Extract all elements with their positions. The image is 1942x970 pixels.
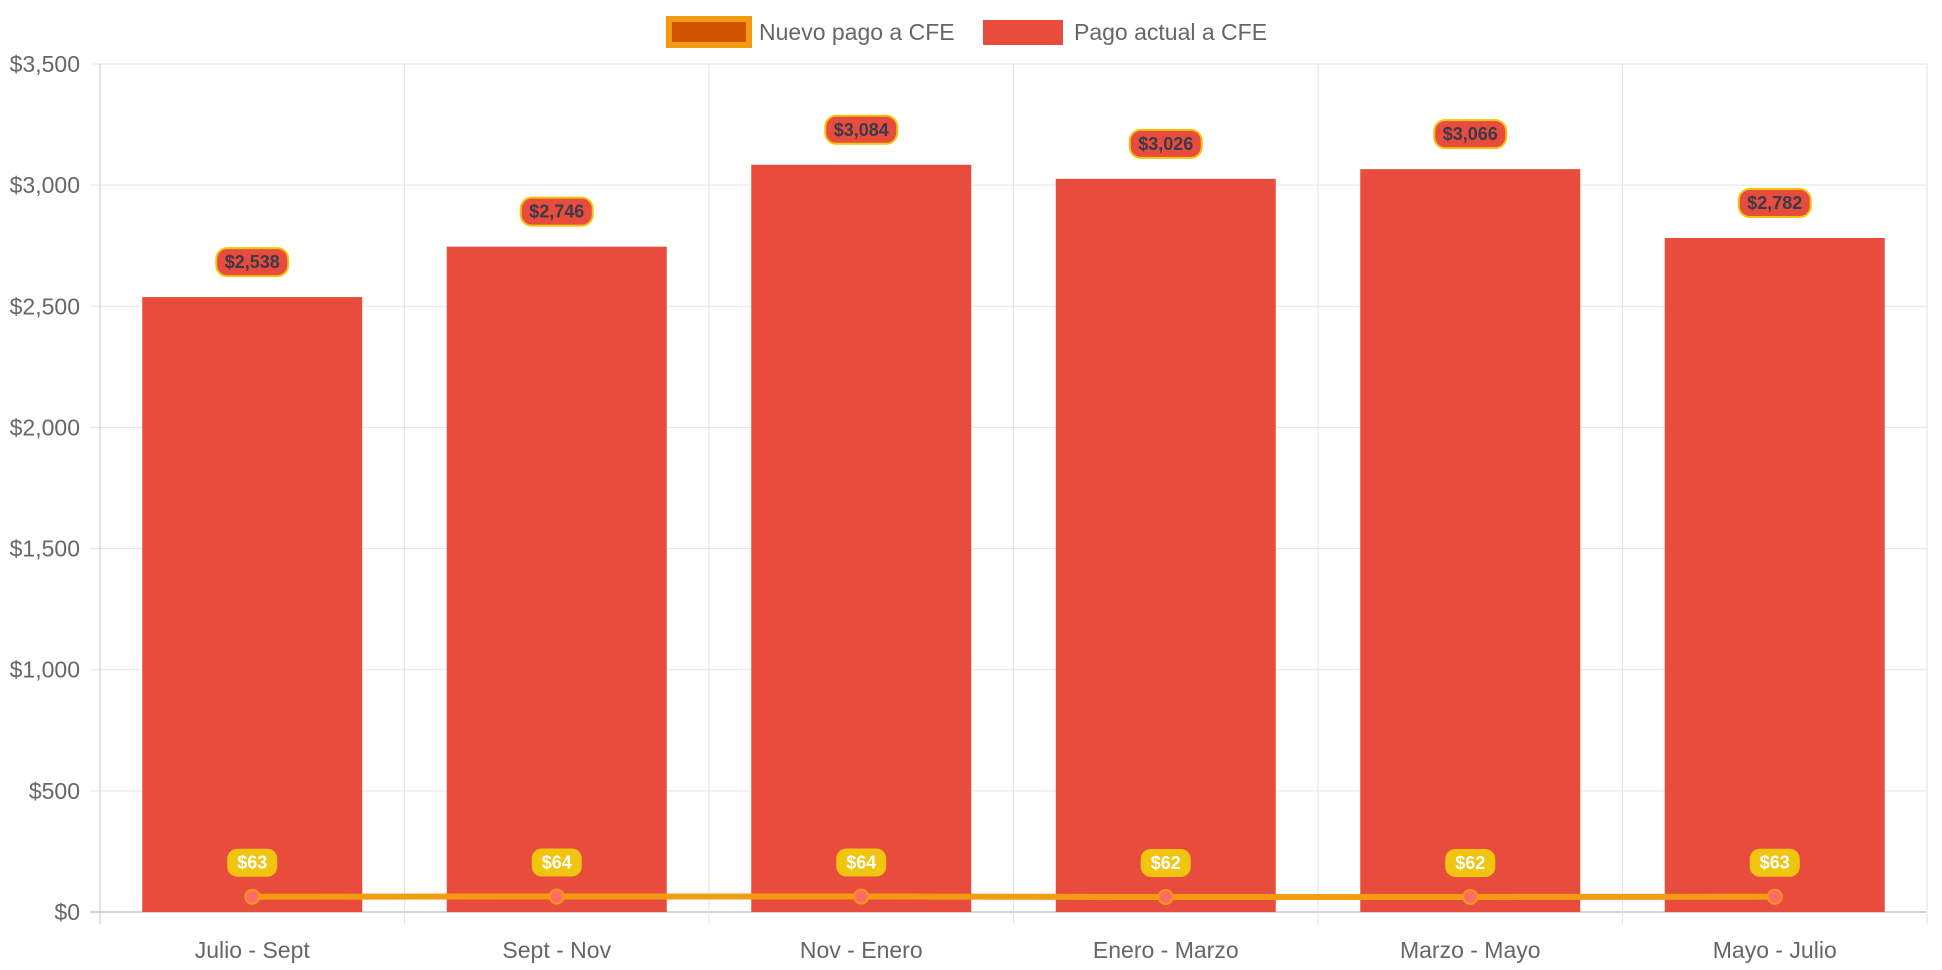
bar-mayo-julio[interactable]	[1664, 237, 1885, 913]
y-tick-label: $1,000	[10, 657, 80, 683]
line-value-badge	[227, 848, 278, 877]
bar-value-badge	[1737, 187, 1812, 218]
data-labels: $2,538 $2,746 $3,084 $3,026 $3,066 $2,782 $63 $…	[215, 114, 1812, 877]
x-tick-label: Enero - Marzo	[1093, 937, 1239, 963]
bar-value-label: $2,782	[1737, 187, 1812, 218]
legend-item-pago-actual[interactable]: Pago actual a CFE	[983, 19, 1267, 45]
line-value-label: $64	[531, 848, 582, 877]
y-tick-label: $2,000	[10, 414, 80, 440]
bar-julio-sept[interactable]	[142, 297, 363, 912]
line-point-enero-marzo[interactable]	[1157, 888, 1174, 905]
bar-value-badge	[519, 196, 594, 227]
line-value-text: $62	[1455, 853, 1485, 873]
line-series	[244, 888, 1783, 905]
line-value-label: $62	[1445, 848, 1496, 877]
line-value-label: $64	[836, 848, 887, 877]
line-point-julio-sept[interactable]	[244, 888, 261, 905]
bar-value-text: $3,066	[1443, 124, 1498, 144]
bar-value-text: $3,084	[834, 120, 889, 140]
x-tick-label: Nov - Enero	[800, 937, 923, 963]
bar-value-badge	[1433, 119, 1508, 150]
line-value-label: $63	[1749, 848, 1800, 877]
x-tick-label: Sept - Nov	[502, 937, 611, 963]
bar-value-text: $2,782	[1747, 193, 1802, 213]
line-value-label: $63	[227, 848, 278, 877]
bar-value-badge	[824, 114, 899, 145]
x-tick-label: Mayo - Julio	[1713, 937, 1837, 963]
line-value-badge	[531, 848, 582, 877]
bar-nov-enero[interactable]	[751, 164, 972, 912]
line-value-text: $63	[1760, 853, 1790, 873]
bar-value-label: $3,084	[824, 114, 899, 145]
line-value-text: $64	[846, 852, 876, 872]
line-value-badge	[1445, 848, 1496, 877]
line-value-label: $62	[1140, 848, 1191, 877]
bar-enero-marzo[interactable]	[1055, 178, 1276, 912]
y-tick-label: $3,500	[10, 51, 80, 77]
bar-value-text: $2,746	[529, 202, 584, 222]
y-tick-label: $1,500	[10, 536, 80, 562]
y-tick-label: $3,000	[10, 172, 80, 198]
bar-value-badge	[1128, 128, 1203, 159]
line-value-badge	[836, 848, 887, 877]
line-value-badge	[1749, 848, 1800, 877]
bar-value-label: $3,026	[1128, 128, 1203, 159]
bars	[142, 164, 1885, 913]
legend-label-pago-actual: Pago actual a CFE	[1074, 19, 1267, 45]
line-point-marzo-mayo[interactable]	[1462, 888, 1479, 905]
bar-value-label: $2,538	[215, 247, 290, 278]
y-tick-label: $500	[29, 778, 80, 804]
legend-item-nuevo-pago[interactable]: Nuevo pago a CFE	[666, 16, 955, 48]
bar-value-label: $3,066	[1433, 119, 1508, 150]
line-value-badge	[1140, 848, 1191, 877]
grid-lines	[90, 63, 1928, 924]
legend[interactable]: Nuevo pago a CFE Pago actual a CFE	[666, 16, 1267, 48]
legend-swatch-nuevo-pago	[666, 16, 752, 48]
bar-value-badge	[215, 247, 290, 278]
x-tick-label: Julio - Sept	[195, 937, 311, 963]
line-value-text: $63	[237, 853, 267, 873]
bar-marzo-mayo[interactable]	[1360, 169, 1581, 913]
x-tick-label: Marzo - Mayo	[1400, 937, 1541, 963]
line-value-text: $64	[542, 852, 572, 872]
legend-label-nuevo-pago: Nuevo pago a CFE	[759, 19, 955, 45]
y-tick-label: $0	[54, 899, 80, 925]
bar-value-text: $2,538	[225, 252, 280, 272]
line-point-mayo-julio[interactable]	[1766, 888, 1783, 905]
legend-swatch-pago-actual	[983, 20, 1063, 45]
bar-value-text: $3,026	[1138, 134, 1193, 154]
bar-sept-nov[interactable]	[446, 246, 667, 913]
line-point-nov-enero[interactable]	[853, 888, 870, 905]
line-point-sept-nov[interactable]	[548, 888, 565, 905]
line-value-text: $62	[1151, 853, 1181, 873]
bar-value-label: $2,746	[519, 196, 594, 227]
y-tick-label: $2,500	[10, 293, 80, 319]
axes: $0 $500 $1,000 $1,500 $2,000 $2,500 $3,000 $3,5…	[10, 51, 1837, 963]
